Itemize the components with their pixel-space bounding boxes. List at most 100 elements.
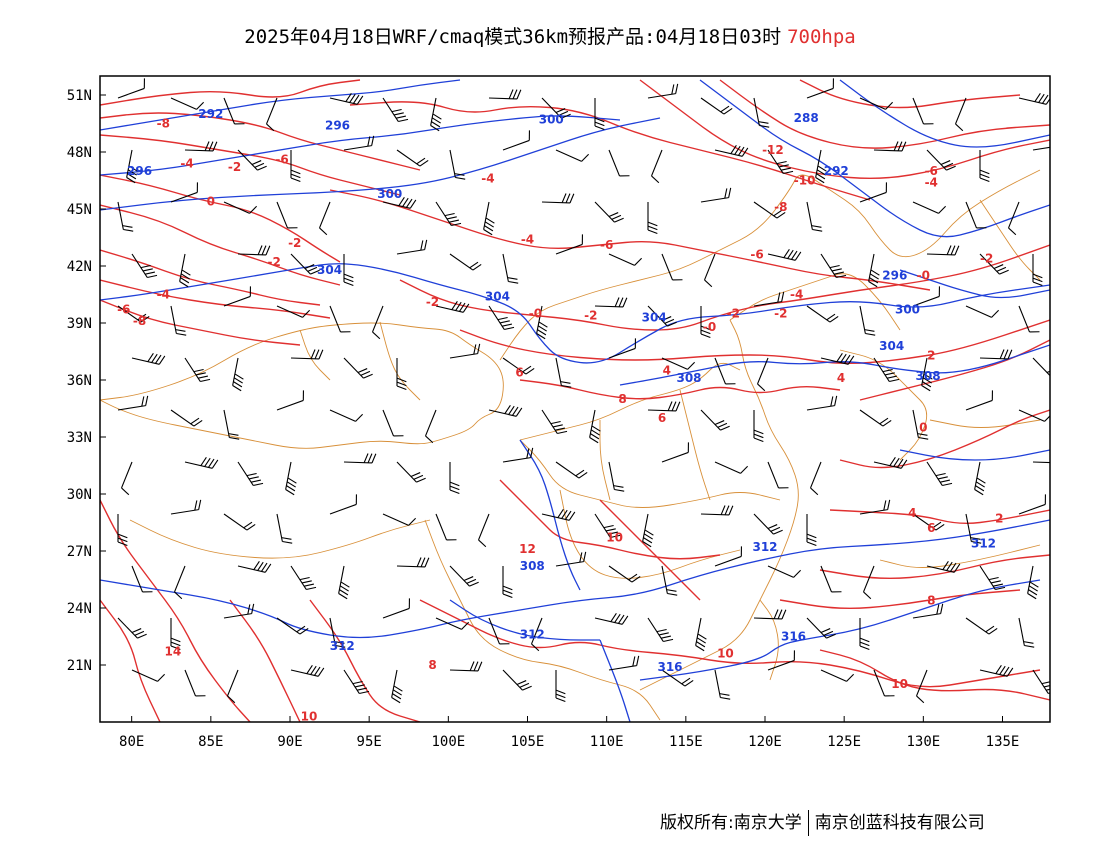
boundary-line bbox=[424, 519, 661, 721]
wind-barb bbox=[859, 618, 870, 651]
temperature-label: -4 bbox=[157, 288, 170, 302]
wind-barb bbox=[290, 253, 320, 275]
wind-barb bbox=[329, 617, 346, 648]
wind-barb bbox=[806, 78, 834, 99]
wind-barb bbox=[117, 78, 145, 99]
wind-barb bbox=[767, 461, 789, 489]
wind-barb bbox=[714, 669, 731, 700]
wind-barb bbox=[555, 461, 588, 479]
wind-barb bbox=[343, 453, 377, 464]
boundary-line bbox=[129, 519, 431, 559]
wind-barb bbox=[343, 357, 373, 379]
wind-barb bbox=[502, 357, 535, 375]
temperature-label: -0 bbox=[703, 320, 716, 334]
wind-barb bbox=[767, 650, 795, 671]
wind-barb bbox=[232, 357, 244, 392]
temperature-label: -6 bbox=[925, 164, 938, 178]
wind-barb bbox=[502, 447, 534, 463]
temperature-label: -4 bbox=[180, 156, 193, 170]
wind-barb bbox=[372, 305, 384, 340]
wind-barb bbox=[700, 409, 730, 431]
temperature-contour bbox=[100, 112, 421, 171]
temperature-label: 6 bbox=[927, 521, 935, 535]
wind-barb bbox=[276, 513, 293, 544]
wind-barb bbox=[806, 514, 817, 547]
wind-barb bbox=[329, 93, 364, 105]
title-level: 700hpa bbox=[787, 26, 856, 48]
wind-barb bbox=[449, 343, 481, 359]
wind-barb bbox=[979, 349, 1013, 360]
height-label: 296 bbox=[882, 269, 907, 283]
wind-barb bbox=[700, 505, 734, 516]
wind-barb bbox=[594, 613, 629, 625]
wind-barb bbox=[912, 513, 945, 531]
wind-barb bbox=[478, 513, 490, 548]
y-tick-label: 21N bbox=[67, 658, 92, 674]
wind-barb bbox=[319, 201, 331, 236]
wind-barb bbox=[184, 141, 218, 152]
copyright-right: 南京创蓝科技有限公司 bbox=[814, 813, 985, 833]
wind-barb bbox=[753, 97, 770, 128]
wind-barb bbox=[820, 353, 855, 365]
wind-barb bbox=[859, 182, 887, 203]
boundary-line bbox=[759, 599, 779, 681]
wind-barb bbox=[179, 253, 191, 288]
wind-barb bbox=[502, 566, 513, 599]
y-tick-label: 48N bbox=[67, 145, 92, 161]
y-tick-label: 33N bbox=[67, 430, 92, 446]
wind-barb bbox=[912, 97, 934, 125]
wind-barb bbox=[979, 150, 990, 183]
wind-barb bbox=[170, 305, 187, 336]
boundary-line bbox=[879, 544, 1041, 568]
temperature-contour bbox=[829, 509, 1050, 525]
height-label: 312 bbox=[971, 536, 996, 550]
wind-barb bbox=[343, 669, 370, 695]
temperature-label: 6 bbox=[658, 411, 666, 425]
wind-barb bbox=[117, 305, 150, 323]
wind-barb bbox=[290, 565, 317, 591]
temperature-label: -2 bbox=[228, 160, 241, 174]
copyright-divider bbox=[807, 810, 809, 836]
wind-barb bbox=[338, 565, 350, 600]
temperature-contour bbox=[100, 174, 341, 263]
y-tick-label: 45N bbox=[67, 202, 92, 218]
wind-barb bbox=[184, 357, 211, 383]
wind-barb bbox=[979, 253, 1009, 275]
temperature-label: 10 bbox=[606, 531, 623, 545]
temperature-label: 4 bbox=[908, 506, 916, 520]
height-contour bbox=[899, 449, 1050, 461]
wind-barb bbox=[859, 409, 892, 427]
wind-barb bbox=[912, 201, 947, 214]
wind-barb bbox=[502, 669, 532, 691]
wind-barb bbox=[714, 145, 749, 157]
temperature-label: 8 bbox=[927, 593, 935, 607]
wind-barb bbox=[647, 83, 679, 99]
temperature-label: 2 bbox=[995, 512, 1003, 526]
temperature-label: 10 bbox=[301, 709, 318, 723]
temperature-label: -8 bbox=[774, 200, 787, 214]
temperature-contour bbox=[419, 599, 1041, 688]
contour-labels: -8-4 -2-60-2-2-4-6-8-4-4 -6-2-0 -2-0-26 486-… bbox=[117, 107, 1003, 723]
temperature-label: -2 bbox=[426, 295, 439, 309]
wind-barb bbox=[449, 462, 460, 495]
wind-barb bbox=[117, 514, 128, 547]
temperature-label: -8 bbox=[133, 314, 146, 328]
wind-barb bbox=[753, 513, 783, 535]
temperature-label: -2 bbox=[980, 251, 993, 265]
wind-barb bbox=[820, 253, 847, 279]
temperature-contour bbox=[719, 79, 1050, 149]
height-label: 312 bbox=[520, 628, 545, 642]
wind-barb bbox=[974, 461, 986, 496]
wind-barb bbox=[651, 149, 663, 184]
wind-barb bbox=[223, 201, 258, 214]
wind-barb bbox=[873, 457, 908, 469]
height-label: 304 bbox=[642, 310, 667, 324]
temperature-contour bbox=[100, 499, 251, 722]
wind-barb bbox=[237, 461, 264, 487]
wind-barb bbox=[237, 561, 272, 573]
wind-barb bbox=[926, 461, 953, 487]
height-contour bbox=[449, 599, 600, 641]
wind-barb bbox=[608, 338, 636, 359]
wind-barb bbox=[117, 201, 134, 232]
